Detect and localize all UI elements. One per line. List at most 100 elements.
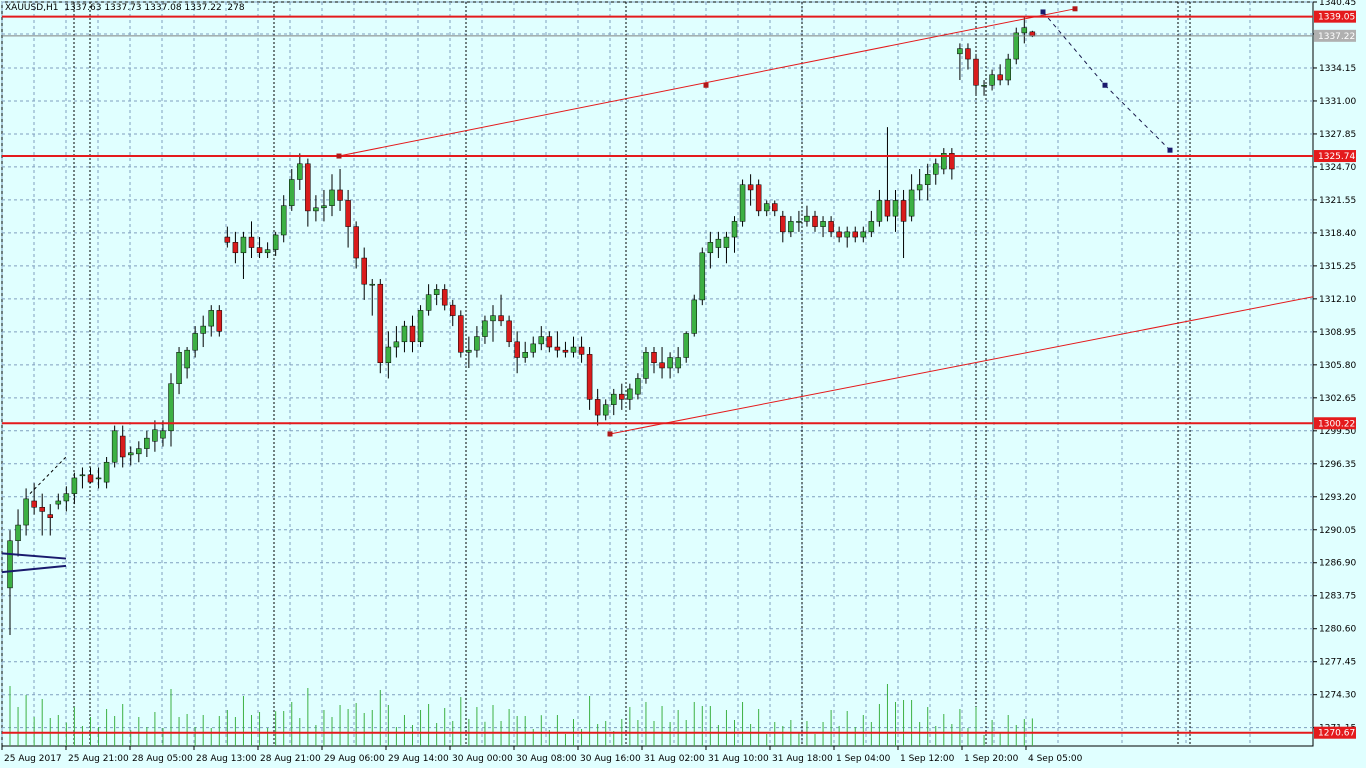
candle-bull: [627, 388, 633, 400]
candle-bull: [200, 325, 206, 334]
candle-bear: [441, 289, 448, 306]
candle-bull: [989, 74, 995, 86]
candle-bull: [128, 452, 134, 456]
candle-bull: [15, 524, 21, 542]
candle-bear: [747, 184, 754, 191]
y-tick-label: 1274.30: [1319, 691, 1356, 701]
candle-bull: [602, 404, 609, 416]
y-tick-label: 1299.50: [1319, 427, 1356, 437]
y-tick-label: 1283.75: [1319, 592, 1356, 602]
trend-line: [338, 8, 1076, 157]
forecast-anchor: [1102, 82, 1108, 88]
candle-bull: [611, 393, 617, 405]
candle-bull: [192, 333, 198, 351]
x-tick-label: 31 Aug 10:00: [708, 754, 769, 764]
candle-bear: [377, 283, 384, 363]
price-badge-label: 1339.05: [1318, 13, 1355, 23]
y-tick-label: 1280.60: [1319, 625, 1356, 635]
candle-bear: [546, 336, 553, 348]
candle-bull: [490, 315, 496, 322]
x-tick-label: 29 Aug 14:00: [388, 754, 449, 764]
candle-bull: [1021, 27, 1028, 34]
candle-bear: [997, 74, 1003, 81]
candle-bull: [739, 184, 746, 222]
y-tick-label: 1286.90: [1319, 559, 1356, 569]
candle-bear: [256, 247, 263, 254]
candle-bear: [337, 189, 343, 201]
x-tick-label: 28 Aug 21:00: [260, 754, 321, 764]
y-tick-label: 1318.40: [1319, 229, 1356, 239]
candle-bull: [103, 461, 110, 483]
chart-header: XAUUSD,H1 1337.63 1337.73 1337.08 1337.2…: [5, 3, 245, 13]
candle-bear: [852, 231, 858, 238]
candle-bull: [933, 163, 939, 175]
indicator-line: [1, 564, 67, 574]
candle-bull: [820, 221, 826, 227]
candle-bull: [272, 234, 279, 250]
candle-bull: [474, 336, 480, 351]
candle-bull: [160, 430, 166, 439]
candle-bull: [393, 341, 400, 348]
candle-bull: [144, 437, 150, 449]
candle-bear: [965, 48, 971, 60]
candle-bear: [659, 362, 665, 369]
candle-bull: [804, 215, 810, 222]
candle-bull: [924, 174, 931, 185]
candle-bull: [707, 242, 714, 254]
ohlc-values: 1337.63 1337.73 1337.08 1337.22: [64, 3, 222, 13]
candle-bear: [562, 349, 569, 353]
x-tick-label: 25 Aug 21:00: [68, 754, 129, 764]
candle-bear: [361, 257, 367, 285]
price-badge: [1314, 150, 1356, 163]
candle-bear: [828, 221, 834, 233]
x-tick-label: 28 Aug 13:00: [196, 754, 257, 764]
candle-bull: [482, 320, 488, 337]
candle-bull: [691, 299, 697, 334]
candle-bear: [216, 310, 223, 332]
x-tick-label: 1 Sep 20:00: [964, 754, 1019, 764]
candle-bull: [530, 343, 536, 353]
x-tick-label: 30 Aug 00:00: [452, 754, 513, 764]
y-tick-label: 1308.95: [1319, 328, 1356, 338]
y-tick-label: 1277.45: [1319, 658, 1356, 668]
candle-bear: [586, 354, 593, 400]
x-tick-label: 31 Aug 02:00: [644, 754, 705, 764]
candle-bull: [892, 200, 899, 217]
candle-bear: [498, 315, 504, 322]
candle-bear: [884, 200, 891, 217]
candle-bull: [433, 289, 440, 295]
candle-bull: [79, 474, 86, 477]
x-tick-label: 4 Sep 05:00: [1028, 754, 1083, 764]
candle-bull: [176, 352, 182, 384]
forecast-line: [1042, 11, 1171, 151]
indicator-dashed: [29, 456, 67, 494]
symbol-timeframe: XAUUSD,H1: [5, 3, 59, 13]
y-tick-label: 1321.55: [1319, 196, 1356, 206]
price-badge-label: 1325.74: [1318, 152, 1355, 162]
candle-bull: [297, 163, 303, 180]
x-tick-label: 30 Aug 08:00: [516, 754, 577, 764]
price-badge: [1314, 10, 1356, 23]
candle-bull: [111, 430, 118, 463]
candle-bear: [900, 200, 907, 222]
candle-bull: [63, 493, 70, 502]
y-tick-label: 1334.15: [1319, 64, 1356, 74]
candle-bull: [184, 349, 190, 369]
candle-bull: [635, 378, 641, 395]
x-tick-label: 25 Aug 2017: [4, 754, 62, 764]
candle-bull: [1013, 32, 1019, 60]
candle-bull: [329, 189, 335, 206]
candle-bull: [240, 236, 247, 254]
candle-bull: [643, 352, 649, 379]
candle-bull: [675, 357, 681, 369]
price-badge-label: 1270.67: [1318, 729, 1355, 739]
candle-bull: [401, 325, 408, 343]
candle-bear: [87, 474, 94, 483]
price-badge: [1314, 29, 1356, 42]
candle-bull: [699, 252, 706, 301]
candle-bull: [570, 346, 577, 353]
candle-bear: [119, 435, 126, 458]
candle-bull: [95, 477, 102, 480]
